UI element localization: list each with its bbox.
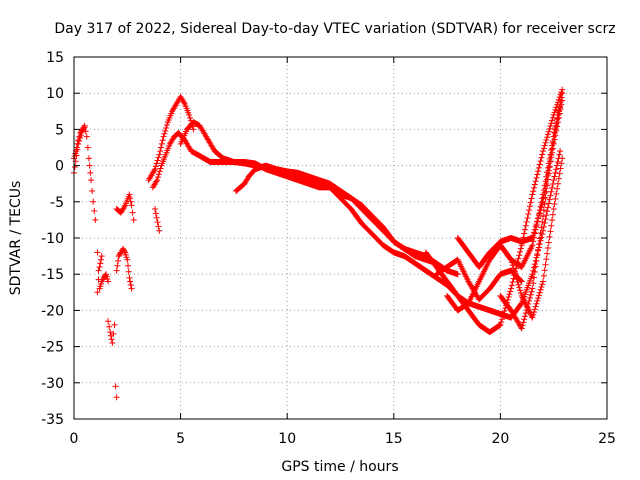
series-arc-f	[112, 383, 120, 401]
marker-path-arc-t	[497, 90, 566, 332]
y-tick-label: -35	[41, 412, 64, 428]
x-tick-label: 5	[176, 431, 185, 447]
y-tick-label: 10	[46, 86, 64, 102]
x-tick-label: 25	[598, 431, 616, 447]
series-arc-k	[152, 206, 163, 234]
marker-path-arc-c	[94, 249, 112, 292]
series-arc-s	[476, 104, 564, 270]
data-points	[71, 86, 566, 401]
series-arc-e	[105, 318, 118, 346]
y-tick-label: -25	[41, 340, 64, 356]
x-tick-label: 20	[491, 431, 509, 447]
y-tick-label: -5	[50, 195, 64, 211]
series-arc-d	[94, 253, 105, 296]
x-tick-label: 10	[278, 431, 296, 447]
series-arc-c	[94, 249, 112, 292]
marker-path-arc-g	[113, 245, 135, 292]
x-tick-label: 15	[385, 431, 403, 447]
y-tick-label: 15	[46, 50, 64, 66]
marker-path-arc-d	[94, 253, 105, 296]
series-arc-h	[113, 191, 137, 223]
x-tick-label: 0	[70, 431, 79, 447]
y-tick-label: -30	[41, 376, 64, 392]
x-axis-label: GPS time / hours	[281, 459, 398, 475]
series-arc-g	[113, 245, 135, 292]
chart-title: Day 317 of 2022, Sidereal Day-to-day VTE…	[54, 21, 615, 37]
y-tick-label: 0	[55, 159, 64, 175]
y-tick-label: -10	[41, 231, 64, 247]
y-tick-label: 5	[55, 122, 64, 138]
series-arc-i	[145, 93, 197, 184]
marker-path-arc-i	[145, 93, 197, 184]
y-axis-label: SDTVAR / TECUs	[8, 181, 24, 296]
y-tick-label: -20	[41, 303, 64, 319]
marker-path-arc-s	[476, 104, 564, 270]
marker-path-arc-h	[113, 191, 137, 223]
axis-ticks: 0 5 10 15 20 25 -35 -30 -25 -20 -15 -10 -5 0 5 10 15	[41, 50, 616, 447]
y-tick-label: -15	[41, 267, 64, 283]
marker-path-arc-f	[112, 383, 120, 401]
series-arc-t	[497, 90, 566, 332]
marker-path-arc-k	[152, 206, 163, 234]
marker-path-arc-e	[105, 318, 118, 346]
